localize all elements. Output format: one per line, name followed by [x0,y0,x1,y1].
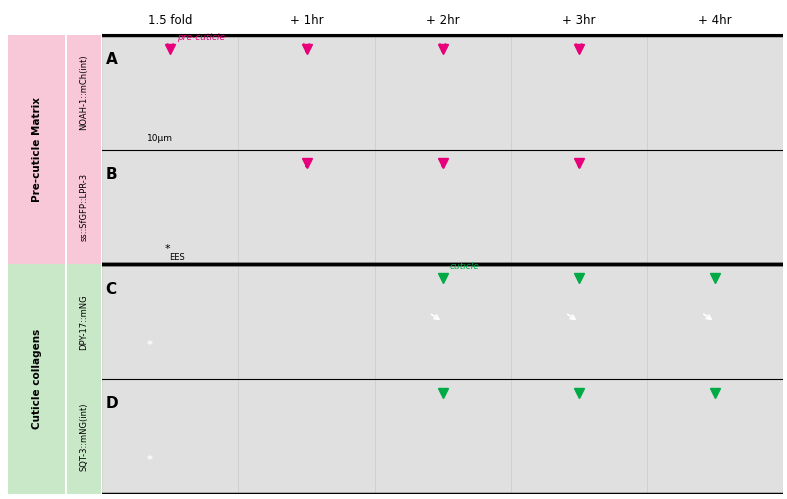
Text: + 2hr: + 2hr [426,14,460,27]
Text: *: * [147,455,153,465]
Bar [375,150,511,264]
Text: D: D [105,396,118,412]
Text: B: B [105,167,117,182]
Bar [102,150,238,264]
Bar [375,264,511,379]
Bar [647,150,783,264]
Bar [102,379,238,494]
Text: pre-cuticle: pre-cuticle [177,33,225,42]
Text: Cuticle collagens: Cuticle collagens [31,329,42,429]
Text: 1.5 fold: 1.5 fold [148,14,193,27]
Text: + 1hr: + 1hr [290,14,323,27]
Bar [238,264,375,379]
Text: SQT-3::mNG(int): SQT-3::mNG(int) [79,402,88,471]
Text: ss::SfGFP::LPR-3: ss::SfGFP::LPR-3 [79,173,88,241]
Text: 10μm: 10μm [147,134,173,143]
Bar [238,35,375,150]
Bar [511,150,647,264]
Bar [375,35,511,150]
Bar [647,379,783,494]
Text: + 3hr: + 3hr [562,14,596,27]
Text: DPY-17::mNG: DPY-17::mNG [79,294,88,350]
Text: *: * [147,340,153,350]
Text: Pre-cuticle Matrix: Pre-cuticle Matrix [31,97,42,202]
Bar [375,379,511,494]
Bar [511,379,647,494]
Bar [238,150,375,264]
Text: *: * [164,244,170,254]
Text: + 4hr: + 4hr [698,14,732,27]
Bar [102,264,238,379]
Text: cuticle: cuticle [449,262,479,271]
Bar [647,264,783,379]
Bar [238,379,375,494]
Bar [102,35,238,150]
Bar [511,264,647,379]
Text: NOAH-1::mCh(int): NOAH-1::mCh(int) [79,54,88,130]
Text: EES: EES [169,253,185,262]
Bar [647,35,783,150]
Bar [511,35,647,150]
Text: C: C [105,281,116,297]
Text: A: A [105,52,117,67]
